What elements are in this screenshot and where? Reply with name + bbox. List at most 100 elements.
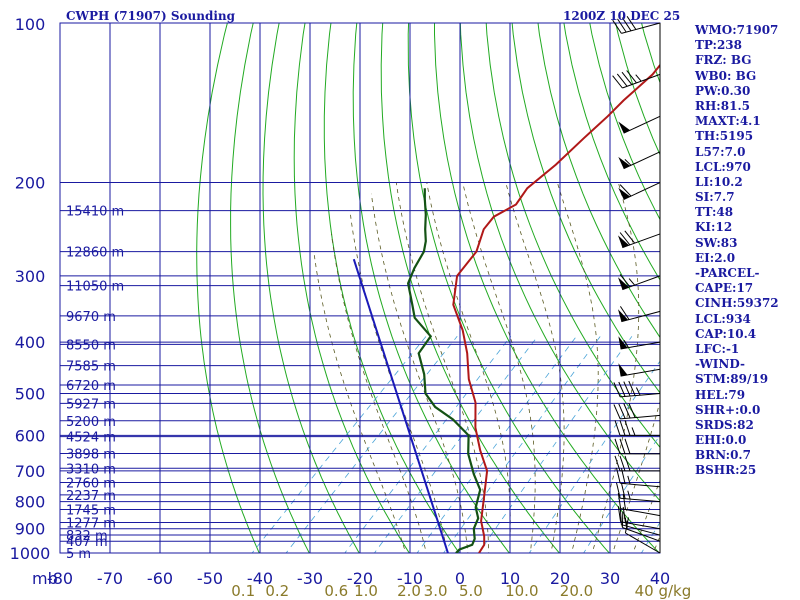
dry-adiabat [459, 23, 660, 502]
wind-barb [614, 455, 661, 472]
height-label: 2237 m [66, 489, 116, 504]
wind-barb [613, 402, 661, 420]
index-item: CINH:59372 [695, 296, 779, 311]
index-item: KI:12 [695, 220, 733, 235]
moist-adiabat [612, 400, 660, 553]
height-label: 3898 m [66, 447, 116, 462]
height-label: 3310 m [66, 462, 116, 477]
index-item: EI:2.0 [695, 250, 736, 265]
mixing-ratio-line [478, 336, 633, 553]
dry-adiabat [323, 23, 460, 553]
wind-barb [613, 380, 661, 398]
index-item: LCL:970 [695, 159, 751, 174]
dry-adiabat [407, 23, 610, 553]
height-label: 8550 m [66, 338, 116, 353]
wind-barb [618, 115, 661, 134]
wind-barb [616, 482, 661, 503]
index-item: CAPE:17 [695, 281, 754, 296]
moist-adiabat [556, 182, 599, 553]
moist-adiabat [313, 251, 407, 553]
moist-adiabat [331, 233, 427, 553]
temperature-tick-label: -40 [247, 569, 273, 588]
pressure-tick-label: 900 [15, 520, 46, 539]
moist-adiabat [591, 182, 640, 553]
chart-title: CWPH (71907) Sounding [66, 9, 236, 23]
wind-barb [612, 70, 661, 89]
temperature-axis: mb-80 -70 -60 -50 -40 -30 -20 -10 0 10 20 30 40 [32, 569, 670, 588]
index-item: CAP:10.4 [695, 326, 757, 341]
height-label: 15410 m [66, 205, 124, 220]
moist-adiabat [632, 478, 660, 553]
pressure-tick-label: 700 [15, 462, 46, 481]
mixing-ratio-line [251, 336, 427, 553]
temperature-tick-label: 10 [500, 569, 520, 588]
height-label: 7585 m [66, 360, 116, 375]
dry-adiabat [485, 23, 660, 449]
height-label: 832 m [66, 529, 108, 544]
pressure-tick-label: 300 [15, 267, 46, 286]
index-item: LI:10.2 [695, 174, 743, 189]
moist-adiabat [350, 214, 448, 553]
moist-adiabat [505, 182, 565, 553]
height-label: 5 m [66, 547, 91, 562]
pressure-tick-label: 600 [15, 426, 46, 445]
wind-barb [618, 336, 661, 350]
index-item: SHR+:0.0 [695, 402, 761, 417]
height-label: 2760 m [66, 476, 116, 491]
mixing-ratio-line [528, 360, 660, 553]
mixing-ratio-label: 1.0 [354, 582, 378, 600]
pressure-tick-label: 100 [15, 15, 46, 34]
mixing-ratio-label: 10.0 [505, 582, 538, 600]
temperature-tick-label: -50 [197, 569, 223, 588]
moist-adiabat [371, 193, 469, 553]
index-item: EHI:0.0 [695, 433, 747, 448]
temperature-tick-label: -80 [47, 569, 73, 588]
pressure-axis: 100 200 300 400 500 600 700 800 900 1000 [10, 15, 51, 563]
height-label: 9670 m [66, 310, 116, 325]
mixing-ratio-label: 5.0 [459, 582, 483, 600]
index-item: WB0: BG [695, 68, 757, 83]
temperature-tick-label: -10 [397, 569, 423, 588]
dry-adiabat [434, 23, 660, 553]
wind-barb [614, 420, 661, 436]
dry-adiabat [537, 23, 660, 339]
height-label: 6720 m [66, 379, 116, 394]
pressure-tick-label: 200 [15, 174, 46, 193]
mixing-ratio-label: 0.1 [231, 582, 255, 600]
wind-barb [616, 467, 661, 488]
mixing-ratio-labels: 0.1 0.2 0.6 1.0 2.0 3.0 5.0 10.0 20.0 40 g/kg [231, 582, 691, 600]
temperature-tick-label: 30 [600, 569, 620, 588]
index-item: PW:0.30 [695, 83, 751, 98]
mixing-ratio-label: 40 g/kg [635, 582, 692, 600]
indices-list: WMO:71907 TP:238 FRZ: BG WB0: BG PW:0.30 RH:8… [695, 23, 779, 479]
temperature-tick-label: -20 [347, 569, 373, 588]
wind-barb [618, 306, 661, 323]
index-item: SW:83 [695, 235, 738, 250]
dry-adiabat [262, 23, 360, 553]
wind-barb [619, 508, 661, 536]
mixing-ratio-label: 3.0 [424, 582, 448, 600]
height-label: 5927 m [66, 397, 116, 412]
dry-adiabat [511, 23, 660, 394]
index-item: SI:7.7 [695, 190, 735, 205]
temperature-tick-label: 20 [550, 569, 570, 588]
wind-barb [612, 16, 661, 34]
wind-barb [618, 151, 661, 170]
moist-adiabat [395, 182, 490, 553]
mixing-ratio-line [285, 336, 458, 553]
wind-barb [618, 274, 661, 291]
height-label: 12860 m [66, 246, 124, 261]
dewpoint-line [406, 188, 482, 553]
wind-barb [618, 363, 661, 377]
index-item: BRN:0.7 [695, 448, 751, 463]
height-label: 407 m [66, 535, 108, 550]
wind-barb [617, 492, 661, 517]
dry-adiabat [380, 23, 560, 553]
dry-adiabat [352, 23, 510, 553]
profiles [352, 63, 660, 553]
height-label: 1277 m [66, 517, 116, 532]
temperature-tick-label: 40 [650, 569, 670, 588]
index-item: SRDS:82 [695, 417, 754, 432]
